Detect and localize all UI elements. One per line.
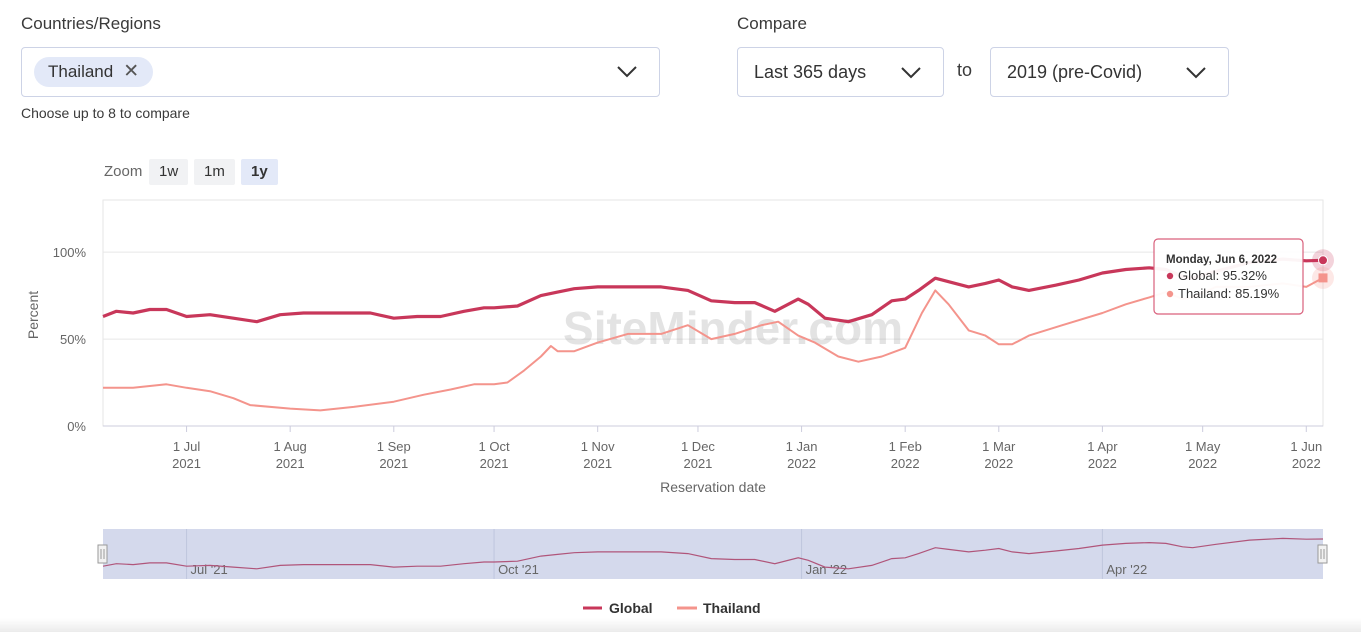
x-tick-label: 1 Oct [479,439,510,454]
navigator-label: Apr '22 [1106,562,1147,577]
chevron-down-icon[interactable] [617,66,637,78]
series-line-global [102,257,1324,324]
x-tick-year: 2021 [276,456,305,471]
tooltip-date: Monday, Jun 6, 2022 [1166,254,1277,266]
x-tick-label: 1 Aug [274,439,307,454]
x-tick-label: 1 Sep [377,439,411,454]
x-tick-label: 1 Nov [581,439,615,454]
country-select[interactable]: Thailand ✕ [21,47,660,97]
x-axis-title: Reservation date [660,479,766,495]
x-tick-year: 2022 [1088,456,1117,471]
navigator-left-handle[interactable] [97,544,108,564]
x-tick-year: 2021 [379,456,408,471]
zoom-label: Zoom [104,163,143,180]
country-chip[interactable]: Thailand ✕ [34,57,154,87]
legend: Global Thailand [583,600,761,616]
x-tick-year: 2021 [583,456,612,471]
legend-thailand-label[interactable]: Thailand [703,600,761,616]
baseline-select[interactable]: 2019 (pre-Covid) [990,47,1229,97]
y-axis-title: Percent [25,291,41,339]
helper-text: Choose up to 8 to compare [21,105,190,121]
x-tick-year: 2021 [480,456,509,471]
hover-point-global [1318,255,1328,266]
close-icon[interactable]: ✕ [123,61,140,82]
navigator-series-line [102,537,1324,570]
x-tick-label: 1 Dec [681,439,715,454]
navigator-label: Jul '21 [191,562,228,577]
tooltip-global-value: Global: 95.32% [1178,268,1267,283]
hover-point-thailand [1318,273,1328,283]
x-tick-year: 2021 [683,456,712,471]
y-tick-label: 50% [60,332,86,347]
x-tick-label: 1 Feb [889,439,922,454]
zoom-1m-button[interactable]: 1m [194,159,235,185]
tooltip-global-marker [1166,272,1174,280]
navigator-label: Oct '21 [498,562,539,577]
chevron-down-icon [901,67,921,79]
countries-label: Countries/Regions [21,14,161,33]
x-tick-label: 1 Jan [786,439,818,454]
compare-label: Compare [737,14,807,33]
legend-global-label[interactable]: Global [609,600,653,616]
x-tick-year: 2022 [787,456,816,471]
x-tick-year: 2022 [984,456,1013,471]
zoom-1w-button[interactable]: 1w [149,159,189,185]
country-chip-label: Thailand [48,62,114,81]
x-tick-label: 1 Jul [173,439,201,454]
period-select[interactable]: Last 365 days [737,47,944,97]
navigator-right-handle[interactable] [1317,544,1328,564]
x-tick-label: 1 Jun [1290,439,1322,454]
watermark: SiteMinder.com [563,302,903,354]
x-tick-year: 2022 [1188,456,1217,471]
navigator-window[interactable] [103,529,1323,579]
period-select-value: Last 365 days [754,62,867,82]
zoom-1y-button[interactable]: 1y [241,159,278,185]
x-tick-label: 1 May [1185,439,1221,454]
y-tick-label: 100% [53,245,87,260]
navigator-label: Jan '22 [806,562,848,577]
x-tick-year: 2021 [172,456,201,471]
baseline-select-value: 2019 (pre-Covid) [1007,62,1143,82]
tooltip: Monday, Jun 6, 2022 Global: 95.32% Thail… [1153,238,1304,315]
series-line-thailand [103,277,1324,412]
tooltip-thailand-marker [1166,290,1174,298]
x-tick-label: 1 Mar [982,439,1016,454]
y-tick-label: 0% [67,419,86,434]
chevron-down-icon [1186,67,1206,79]
x-tick-year: 2022 [1292,456,1321,471]
x-tick-label: 1 Apr [1087,439,1118,454]
to-label: to [957,60,973,80]
x-tick-year: 2022 [891,456,920,471]
tooltip-thailand-value: Thailand: 85.19% [1178,286,1280,301]
